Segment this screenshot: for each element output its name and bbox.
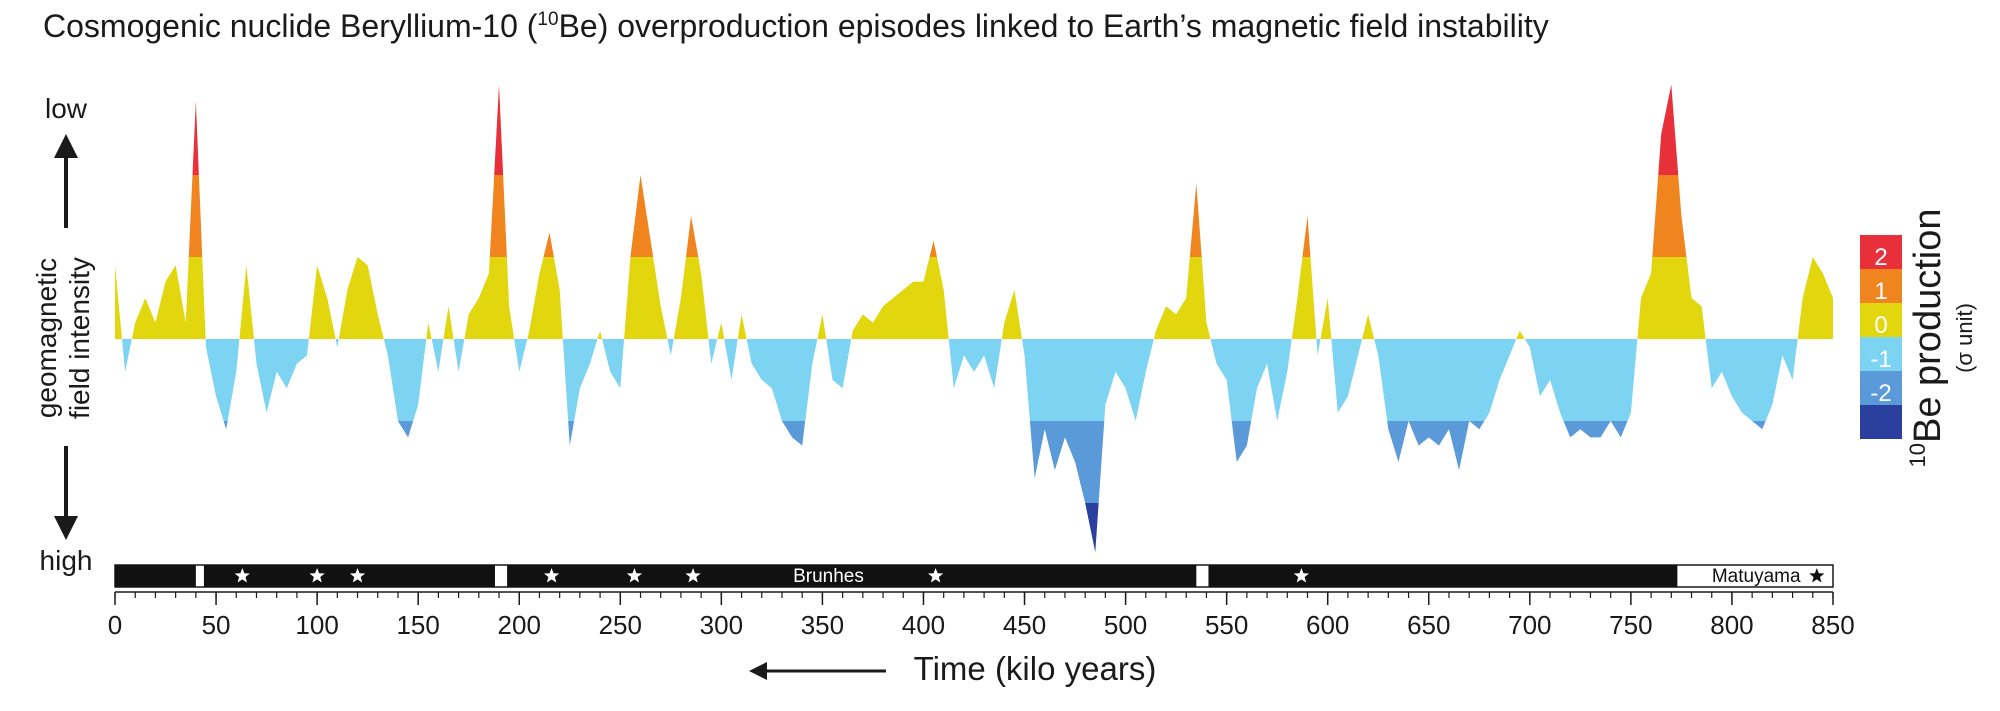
x-tick-label: 650 [1407, 610, 1450, 640]
legend-unit: (σ unit) [1952, 303, 1977, 373]
legend-swatch [1860, 371, 1902, 405]
x-tick-label: 0 [108, 610, 122, 640]
x-tick-label: 50 [202, 610, 231, 640]
legend-title-text: Be production [1907, 209, 1949, 444]
x-tick-label: 300 [700, 610, 743, 640]
star [309, 568, 325, 583]
x-tick-label: 150 [396, 610, 439, 640]
legend-label: -1 [1870, 346, 1891, 373]
y-label: geomagnetic [31, 258, 62, 418]
y-bottom-label: high [40, 545, 93, 576]
star [544, 568, 560, 583]
x-tick-label: 200 [498, 610, 541, 640]
title-part: Cosmogenic nuclide Beryllium-10 ( [43, 8, 538, 44]
star [1293, 568, 1309, 583]
x-tick-label: 750 [1609, 610, 1652, 640]
x-tick-label: 850 [1811, 610, 1854, 640]
polarity-label: Brunhes [793, 566, 864, 587]
x-tick-label: 500 [1104, 610, 1147, 640]
x-axis-label: Time (kilo years) [914, 650, 1157, 687]
normal-interval [203, 565, 495, 587]
title-sup: 10 [537, 9, 558, 30]
x-tick-label: 100 [295, 610, 338, 640]
x-tick-label: 350 [801, 610, 844, 640]
normal-interval [115, 565, 196, 587]
x-tick-label: 600 [1306, 610, 1349, 640]
y-top-label: low [45, 93, 88, 124]
x-tick-label: 250 [599, 610, 642, 640]
star [626, 568, 643, 583]
legend-swatch [1860, 303, 1902, 337]
area [115, 84, 1833, 553]
legend-title: 10Be production [1905, 209, 1949, 468]
x-tick-label: 550 [1205, 610, 1248, 640]
legend-label: -2 [1870, 380, 1891, 407]
title-part: Be) overproduction episodes linked to Ea… [559, 8, 1549, 44]
normal-interval [507, 565, 1197, 587]
star [234, 568, 250, 583]
polarity-label: Matuyama [1712, 566, 1801, 587]
legend-swatch [1860, 405, 1902, 439]
legend-swatch [1860, 235, 1902, 269]
star [928, 568, 944, 583]
legend-label: 1 [1874, 278, 1887, 305]
legend-swatch [1860, 269, 1902, 303]
legend-sup: 10 [1905, 443, 1930, 467]
legend-label: 0 [1874, 312, 1887, 339]
x-tick-label: 450 [1003, 610, 1046, 640]
legend-label: 2 [1874, 244, 1887, 271]
x-tick-label: 400 [902, 610, 945, 640]
legend-swatch [1860, 337, 1902, 371]
normal-interval [1208, 565, 1678, 587]
chart-title: Cosmogenic nuclide Beryllium-10 (10Be) o… [43, 8, 1549, 44]
star [1809, 568, 1825, 583]
x-tick-label: 700 [1508, 610, 1551, 640]
star [349, 568, 366, 583]
y-label: field intensity [64, 257, 95, 419]
x-tick-label: 800 [1710, 610, 1753, 640]
star [685, 568, 701, 583]
